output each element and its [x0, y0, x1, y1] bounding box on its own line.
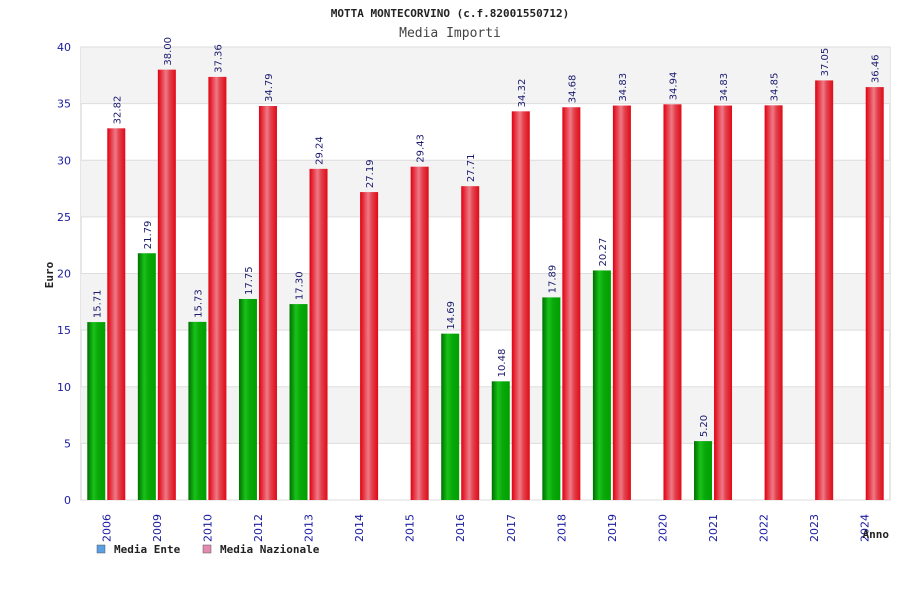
bar: [562, 107, 580, 500]
bar: [492, 381, 510, 500]
x-tick-label: 2021: [707, 514, 720, 542]
x-tick-label: 2010: [201, 514, 214, 542]
x-tick-label: 2015: [404, 514, 417, 542]
data-label: 10.48: [497, 349, 508, 378]
x-tick-label: 2006: [100, 514, 113, 542]
legend-swatch: [203, 545, 211, 553]
bar: [188, 322, 206, 500]
x-tick-label: 2018: [555, 514, 568, 542]
data-label: 37.36: [213, 44, 224, 73]
data-label: 34.83: [719, 73, 730, 102]
x-tick-label: 2016: [454, 514, 467, 542]
x-tick-label: 2009: [151, 514, 164, 542]
y-tick-label: 35: [57, 98, 71, 111]
bar: [158, 70, 176, 500]
y-tick-label: 15: [57, 324, 71, 337]
y-tick-label: 30: [57, 154, 71, 167]
chart-subtitle: Media Importi: [399, 26, 501, 41]
data-label: 34.79: [264, 73, 275, 102]
bar: [512, 111, 530, 500]
bar: [138, 253, 156, 500]
data-label: 34.85: [770, 73, 781, 102]
y-tick-label: 10: [57, 381, 71, 394]
bar: [663, 104, 681, 500]
y-axis-ticks: 0 5 10 15 20 25 30 35 40: [57, 41, 71, 507]
chart-title: MOTTA MONTECORVINO (c.f.82001550712): [331, 7, 569, 20]
bar: [239, 299, 257, 500]
bar: [694, 441, 712, 500]
data-label: 29.43: [416, 134, 427, 163]
bar: [290, 304, 308, 500]
data-label: 15.71: [92, 289, 103, 318]
x-tick-label: 2017: [505, 514, 518, 542]
data-label: 15.73: [193, 289, 204, 318]
bar: [714, 106, 732, 500]
x-tick-label: 2022: [758, 514, 771, 542]
bar: [461, 186, 479, 500]
bar: [613, 106, 631, 500]
legend: Media Ente Media Nazionale: [97, 543, 320, 556]
x-tick-label: 2020: [656, 514, 669, 542]
data-label: 34.83: [618, 73, 629, 102]
data-label: 38.00: [163, 37, 174, 66]
bar: [411, 167, 429, 500]
y-tick-label: 40: [57, 41, 71, 54]
data-label: 17.89: [547, 265, 558, 294]
data-label: 17.30: [295, 271, 306, 300]
data-label: 14.69: [446, 301, 457, 330]
data-label: 29.24: [315, 136, 326, 165]
bar: [310, 169, 328, 500]
data-label: 32.82: [112, 96, 123, 125]
y-axis-label: Euro: [43, 261, 56, 288]
bar: [593, 270, 611, 500]
data-label: 37.05: [820, 48, 831, 77]
bar: [441, 334, 459, 500]
y-tick-label: 25: [57, 211, 71, 224]
data-label: 20.27: [598, 238, 609, 267]
data-label: 5.20: [699, 415, 710, 437]
data-label: 27.71: [466, 154, 477, 183]
bar: [542, 297, 560, 500]
bar: [107, 128, 125, 500]
data-label: 21.79: [143, 221, 154, 250]
bar: [815, 80, 833, 500]
x-tick-label: 2023: [808, 514, 821, 542]
x-tick-label: 2019: [606, 514, 619, 542]
legend-label: Media Nazionale: [220, 543, 320, 556]
data-label: 34.32: [517, 79, 528, 108]
bar: [208, 77, 226, 500]
x-tick-label: 2013: [303, 514, 316, 542]
y-tick-label: 0: [64, 494, 71, 507]
y-tick-label: 20: [57, 268, 71, 281]
legend-swatch: [97, 545, 105, 553]
legend-label: Media Ente: [114, 543, 181, 556]
data-label: 36.46: [871, 54, 882, 83]
y-tick-label: 5: [64, 437, 71, 450]
bar: [259, 106, 277, 500]
bar: [765, 105, 783, 500]
x-axis-label: Anno: [863, 528, 890, 541]
bar: [866, 87, 884, 500]
data-label: 34.68: [567, 75, 578, 104]
x-tick-label: 2014: [353, 514, 366, 542]
x-axis-ticks: 2006 2009 2010 2012 2013 2014 2015 2016 2017 2018…: [100, 514, 871, 542]
data-label: 34.94: [668, 72, 679, 101]
x-tick-label: 2012: [252, 514, 265, 542]
data-label: 17.75: [244, 266, 255, 295]
data-label: 27.19: [365, 159, 376, 188]
bar: [87, 322, 105, 500]
bar: [360, 192, 378, 500]
